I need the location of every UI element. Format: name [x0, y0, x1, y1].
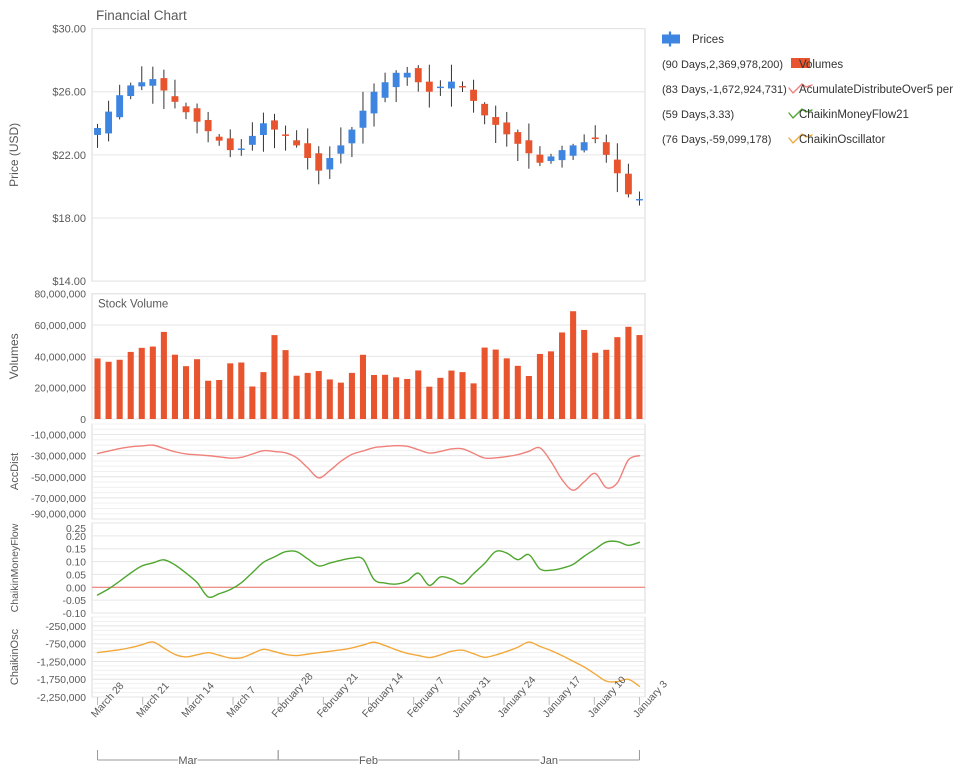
svg-text:ChaikinMoneyFlow21: ChaikinMoneyFlow21	[799, 109, 909, 121]
svg-text:-2,250,000: -2,250,000	[37, 693, 87, 704]
svg-text:$14.00: $14.00	[52, 276, 86, 288]
svg-text:Volumes: Volumes	[7, 333, 21, 379]
svg-text:20,000,000: 20,000,000	[34, 384, 86, 395]
svg-text:(83 Days,-1,672,924,731): (83 Days,-1,672,924,731)	[662, 84, 787, 96]
svg-text:-30,000,000: -30,000,000	[31, 452, 86, 463]
svg-text:0.00: 0.00	[66, 583, 86, 594]
svg-text:$22.00: $22.00	[52, 150, 86, 162]
svg-text:60,000,000: 60,000,000	[34, 321, 86, 332]
svg-text:ChaikinOscillator: ChaikinOscillator	[799, 134, 885, 146]
svg-text:-1,750,000: -1,750,000	[37, 675, 87, 686]
svg-text:Financial Chart: Financial Chart	[96, 8, 187, 23]
svg-text:80,000,000: 80,000,000	[34, 290, 86, 301]
svg-text:AccDist: AccDist	[9, 453, 21, 490]
svg-text:-0.10: -0.10	[63, 609, 87, 620]
svg-text:$30.00: $30.00	[52, 24, 86, 36]
svg-text:Stock Volume: Stock Volume	[98, 299, 168, 311]
svg-text:0.20: 0.20	[66, 532, 86, 543]
svg-text:(76 Days,-59,099,178): (76 Days,-59,099,178)	[662, 134, 771, 146]
svg-text:Volumes: Volumes	[799, 59, 843, 71]
svg-text:Feb: Feb	[359, 755, 378, 767]
svg-text:-70,000,000: -70,000,000	[31, 494, 86, 505]
svg-text:-750,000: -750,000	[45, 640, 86, 651]
svg-text:-90,000,000: -90,000,000	[31, 510, 86, 521]
svg-text:0.05: 0.05	[66, 570, 86, 581]
svg-text:0: 0	[80, 415, 86, 426]
svg-text:(90 Days,2,369,978,200): (90 Days,2,369,978,200)	[662, 59, 783, 71]
svg-text:-10,000,000: -10,000,000	[31, 431, 86, 442]
svg-text:Price (USD): Price (USD)	[7, 123, 21, 187]
svg-text:(59 Days,3.33): (59 Days,3.33)	[662, 109, 734, 121]
svg-text:-250,000: -250,000	[45, 622, 86, 633]
svg-text:AcumulateDistributeOver5 per: AcumulateDistributeOver5 per	[799, 84, 953, 96]
svg-text:Mar: Mar	[178, 755, 197, 767]
svg-text:ChaikinOsc: ChaikinOsc	[9, 628, 21, 685]
svg-text:0.10: 0.10	[66, 558, 86, 569]
svg-text:Jan: Jan	[540, 755, 558, 767]
svg-text:40,000,000: 40,000,000	[34, 352, 86, 363]
svg-text:$18.00: $18.00	[52, 213, 86, 225]
svg-text:0.15: 0.15	[66, 545, 86, 556]
svg-text:-0.05: -0.05	[63, 596, 87, 607]
svg-text:ChaikinMoneyFlow: ChaikinMoneyFlow	[9, 523, 21, 612]
svg-text:Prices: Prices	[692, 34, 724, 46]
svg-text:-50,000,000: -50,000,000	[31, 473, 86, 484]
svg-text:-1,250,000: -1,250,000	[37, 657, 87, 668]
svg-text:$26.00: $26.00	[52, 87, 86, 99]
